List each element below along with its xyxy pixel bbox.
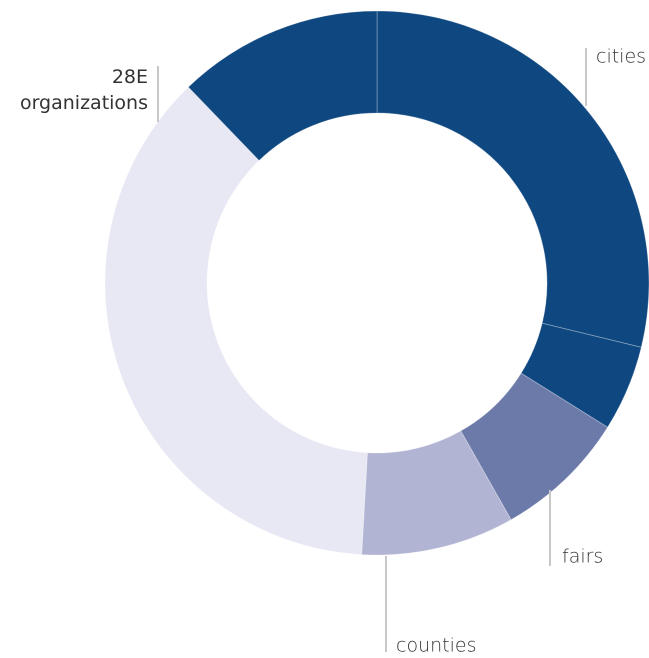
donut-slice bbox=[376, 10, 649, 348]
donut-slice bbox=[460, 372, 609, 521]
donut-slice bbox=[104, 86, 368, 555]
donut-slice bbox=[187, 10, 378, 162]
slice-label: cities bbox=[596, 46, 646, 68]
slice-label: fairs bbox=[562, 546, 603, 568]
slice-label: counties bbox=[396, 635, 476, 657]
donut-slice bbox=[361, 430, 512, 556]
slice-label: 28E organizations bbox=[19, 66, 148, 114]
